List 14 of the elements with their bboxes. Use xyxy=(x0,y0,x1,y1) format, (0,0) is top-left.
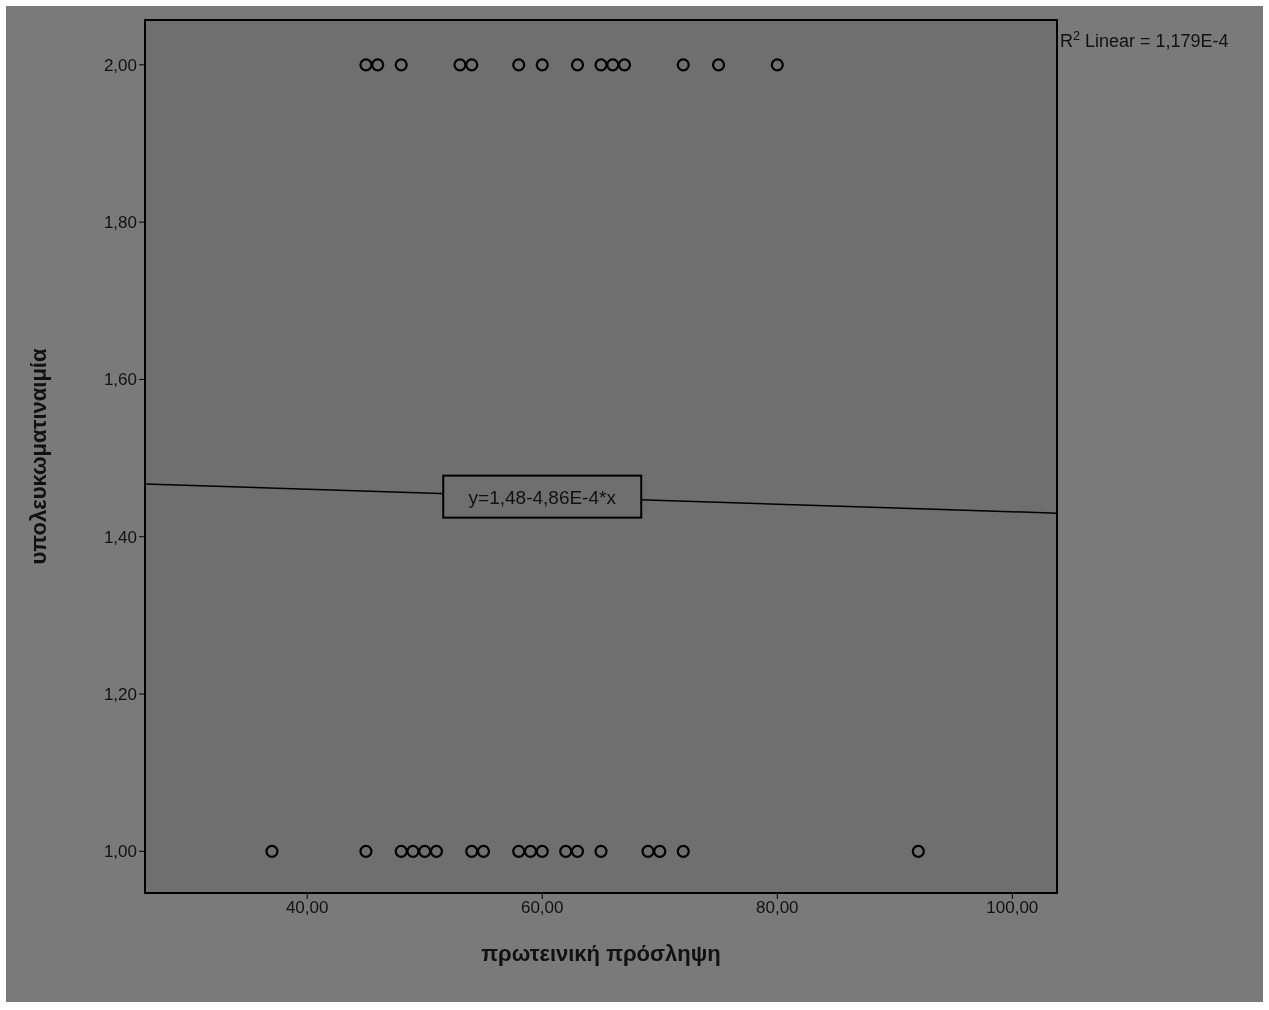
text: R$^{2}$ Linear = 1,179E-4 xyxy=(1060,29,1229,51)
x-tick-label: 80,00 xyxy=(756,898,799,918)
x-tick-label: 100,00 xyxy=(986,898,1039,918)
y-tick-label: 2,00 xyxy=(103,55,137,75)
y-tick-label: 1,00 xyxy=(103,842,137,862)
x-axis-title: πρωτεινική πρόσληψη xyxy=(481,940,721,966)
y-axis-title: υπολευκωματιναιμία xyxy=(25,348,51,565)
y-tick-label: 1,80 xyxy=(103,213,137,233)
y-tick-label: 1,20 xyxy=(103,685,137,705)
y-tick-label: 1,40 xyxy=(103,527,137,547)
x-tick-label: 40,00 xyxy=(285,898,329,918)
x-tick-label: 60,00 xyxy=(520,898,564,918)
annotation: y=1,48-4,86E-4*x xyxy=(468,486,617,508)
y-tick-label: 1,60 xyxy=(103,370,137,390)
